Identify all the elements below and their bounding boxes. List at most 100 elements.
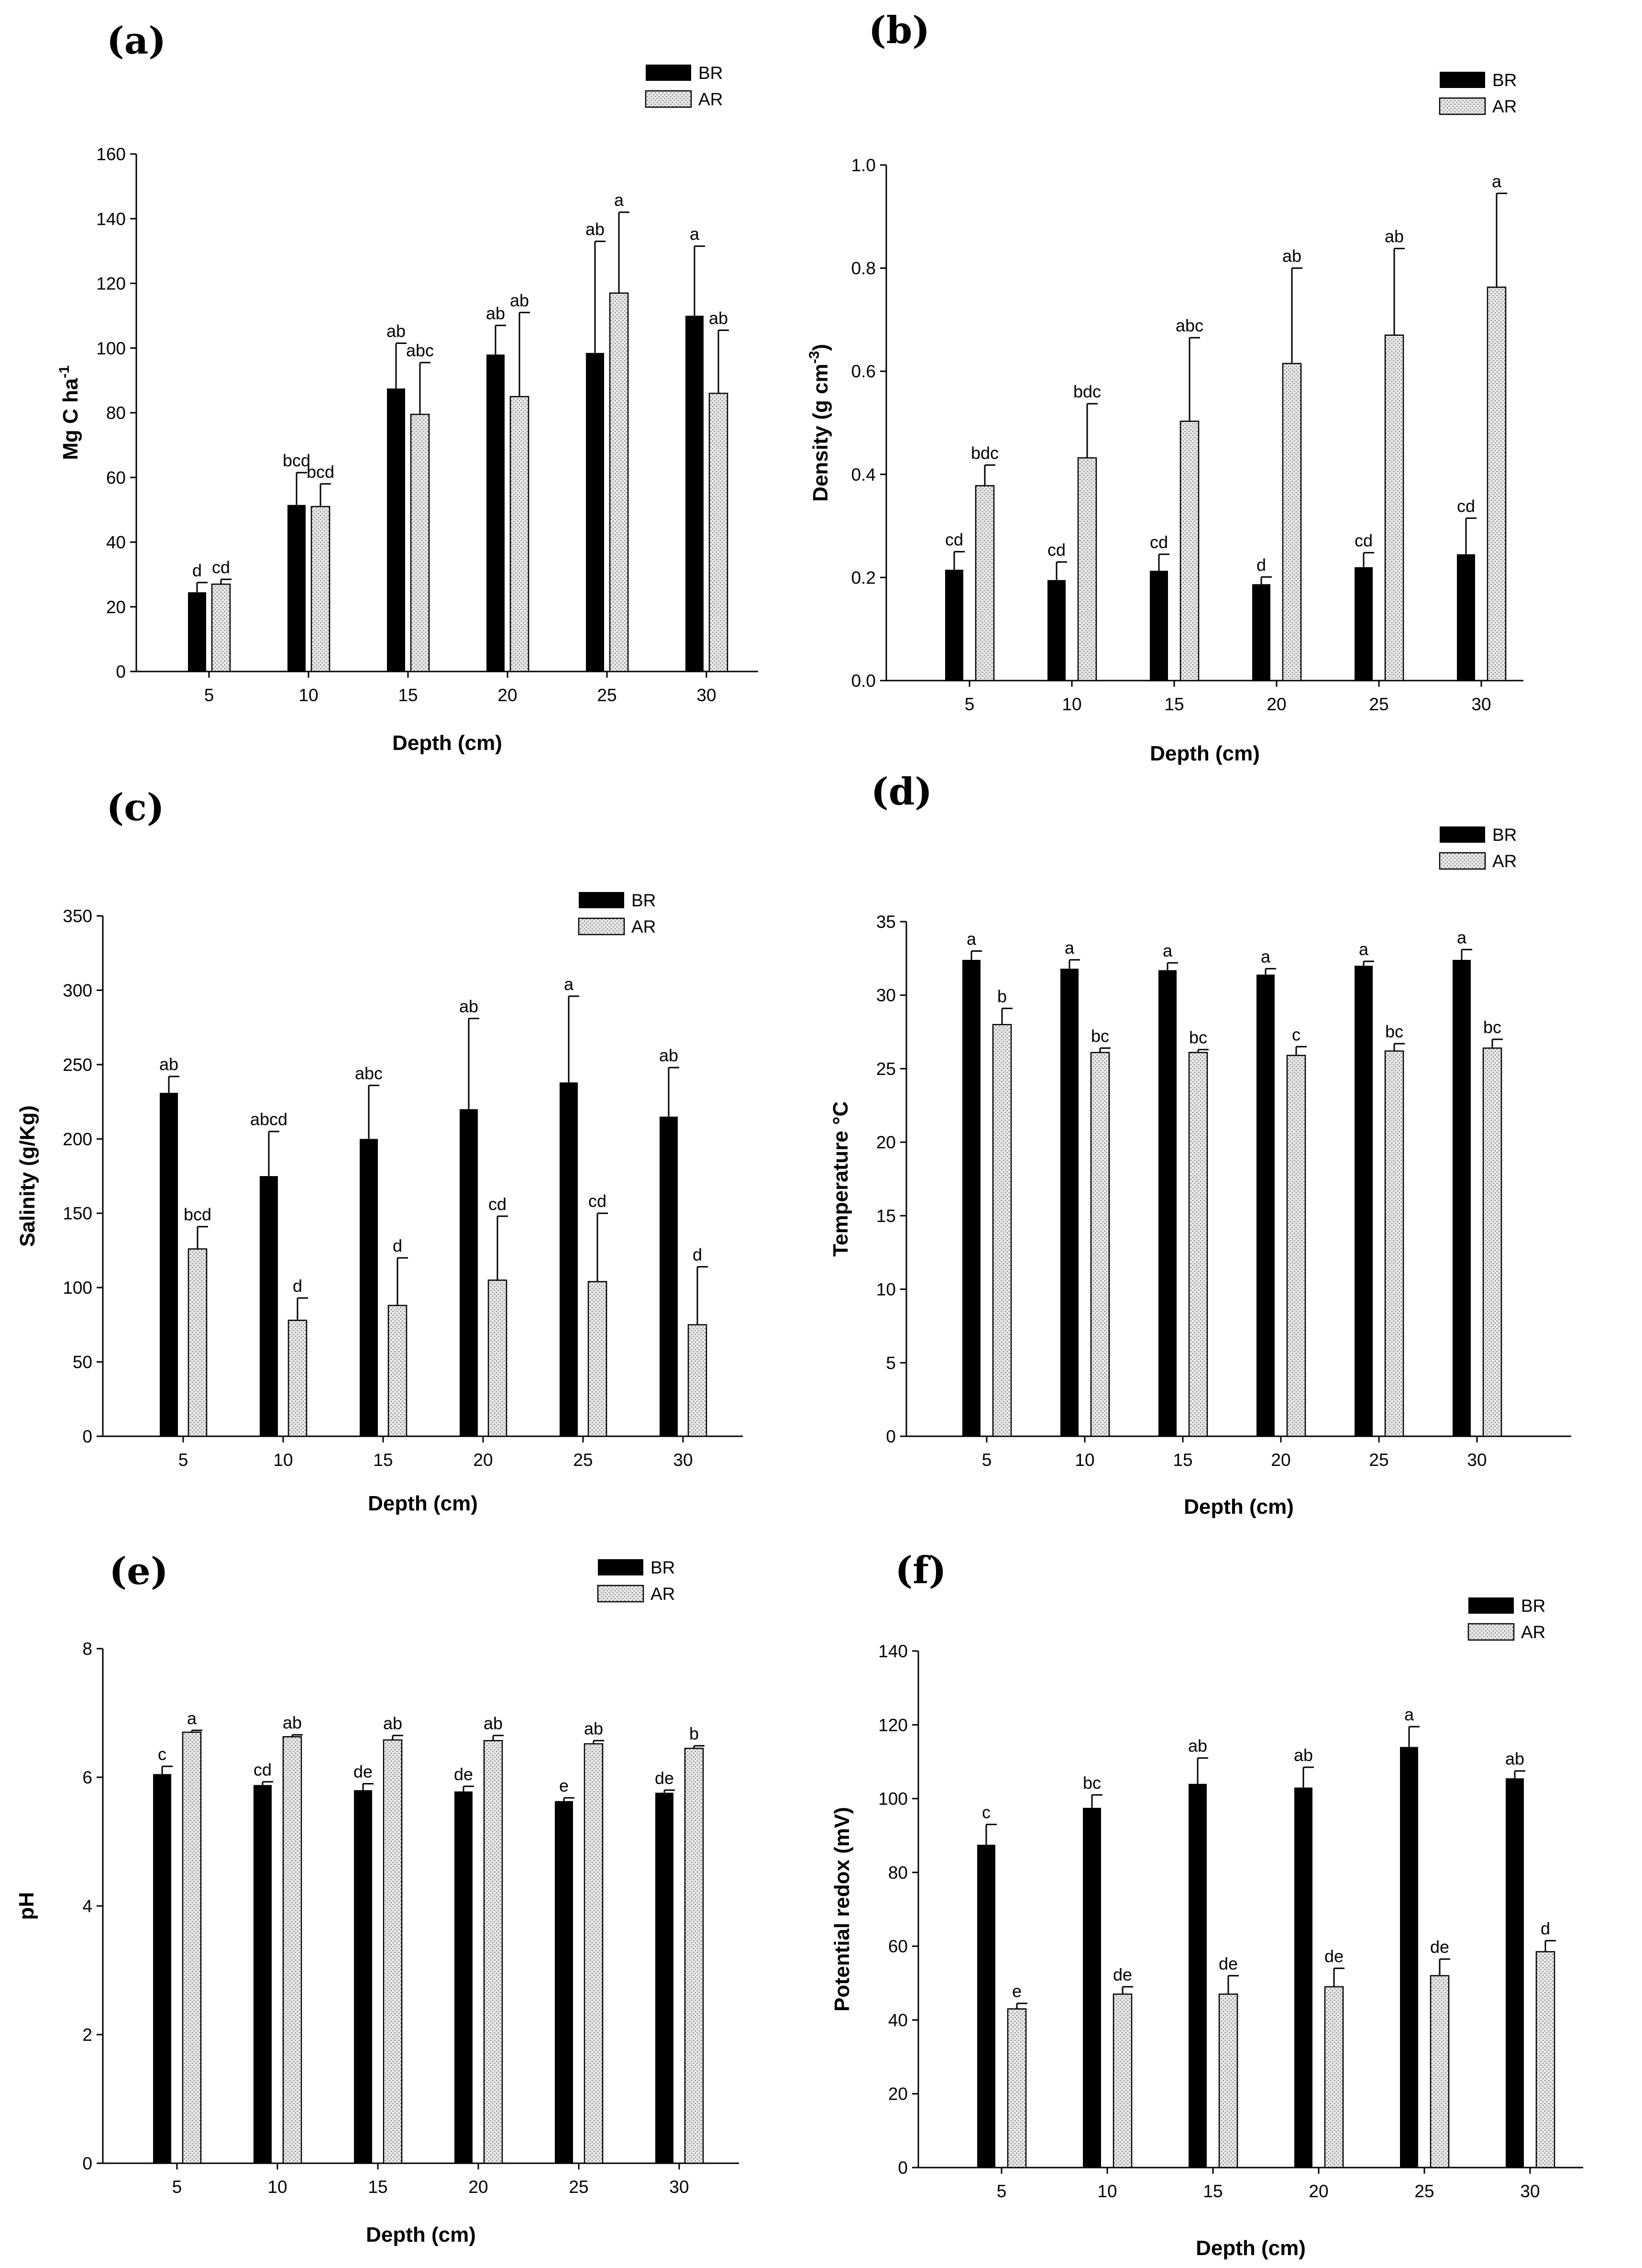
bar-ar — [1487, 286, 1507, 682]
x-tick-label: 10 — [1062, 694, 1081, 714]
x-tick-label: 15 — [1203, 2181, 1223, 2201]
x-tick-label: 20 — [1271, 1450, 1290, 1470]
bar-ar — [1384, 1050, 1404, 1437]
y-tick-label: 120 — [96, 274, 126, 294]
bar-ar — [483, 1740, 503, 2164]
significance-label: bdc — [1073, 382, 1101, 401]
panel-d: (d) 0 5 10 15 20 25 30 35 5 a b 10 a bc 15 a bc 20 a c 25 a bc 3… — [829, 770, 1571, 1519]
x-tick-label: 5 — [178, 1450, 188, 1470]
significance-label: ab — [383, 1714, 402, 1733]
bar-ar — [211, 584, 231, 672]
x-tick-label: 25 — [569, 2177, 588, 2197]
x-axis-title: Depth (cm) — [392, 731, 502, 755]
significance-label: a — [614, 190, 624, 210]
significance-label: ab — [484, 1714, 503, 1733]
significance-label: bc — [1083, 1773, 1101, 1793]
x-axis-title: Depth (cm) — [1150, 742, 1260, 765]
legend-swatch-br — [1440, 826, 1485, 843]
bar-ar — [609, 292, 629, 672]
bar-br — [460, 1109, 478, 1436]
y-tick-label: 0.2 — [851, 568, 876, 587]
bar-ar — [509, 396, 529, 672]
significance-label: de — [1219, 1954, 1238, 1973]
panel-f: (f) 0 20 40 60 80 100 120 140 5 c e 10 bc de 15 ab de 20 ab… — [830, 1549, 1583, 2260]
significance-label: abc — [1176, 316, 1203, 335]
bar-br — [1060, 969, 1079, 1436]
y-axis-title-superscript: -1 — [56, 365, 72, 378]
x-tick-label: 30 — [669, 2177, 689, 2197]
x-tick-label: 25 — [573, 1450, 593, 1470]
bar-br — [287, 505, 306, 672]
significance-label: a — [1404, 1705, 1414, 1724]
bar-ar — [587, 1281, 607, 1437]
bar-br — [188, 592, 206, 672]
y-tick-label: 0 — [82, 2154, 92, 2173]
significance-label: cd — [488, 1194, 507, 1214]
y-tick-label: 150 — [63, 1204, 92, 1223]
panel-label: (d) — [871, 770, 932, 814]
y-tick-label: 0 — [898, 2158, 908, 2178]
x-tick-label: 5 — [997, 2181, 1007, 2201]
x-axis-title: Depth (cm) — [1184, 1495, 1294, 1519]
bar-br — [1189, 1784, 1207, 2168]
significance-label: cd — [945, 530, 963, 550]
x-tick-label: 20 — [1309, 2181, 1328, 2201]
legend-swatch-ar — [645, 90, 692, 108]
x-tick-label: 5 — [965, 694, 975, 714]
legend-swatch-br — [1440, 72, 1485, 88]
y-tick-label: 0.4 — [851, 465, 876, 484]
legend-swatch-ar — [578, 917, 625, 936]
significance-label: abc — [406, 341, 434, 360]
bar-ar — [410, 414, 430, 672]
significance-label: a — [1492, 171, 1502, 191]
significance-label: cd — [1150, 532, 1168, 552]
y-tick-label: 140 — [878, 1641, 908, 1661]
significance-label: d — [1541, 1919, 1550, 1938]
x-tick-label: 30 — [696, 685, 716, 705]
x-tick-label: 15 — [1164, 694, 1184, 714]
significance-label: de — [454, 1764, 473, 1784]
legend-swatch-br — [1468, 1597, 1514, 1614]
significance-label: a — [967, 929, 977, 948]
significance-label: d — [1256, 555, 1266, 574]
x-tick-label: 10 — [1075, 1450, 1094, 1470]
significance-label: ab — [1385, 227, 1404, 246]
bar-ar — [1188, 1052, 1208, 1437]
x-tick-label: 15 — [398, 685, 418, 705]
x-tick-label: 25 — [1414, 2181, 1434, 2201]
x-tick-label: 20 — [473, 1450, 493, 1470]
y-axis-title-main: Potential redox (mV) — [830, 1807, 854, 2012]
y-tick-label: 20 — [888, 2084, 908, 2104]
significance-label: d — [693, 1245, 702, 1265]
bar-ar — [187, 1248, 208, 1437]
bar-br — [454, 1791, 473, 2163]
significance-label: ab — [1188, 1736, 1207, 1756]
bar-br — [1294, 1787, 1312, 2168]
significance-label: e — [559, 1776, 569, 1795]
bar-ar — [487, 1279, 507, 1437]
significance-label: cd — [253, 1760, 272, 1779]
y-tick-label: 10 — [876, 1280, 896, 1299]
legend-label-ar: AR — [1492, 97, 1517, 116]
bar-br — [560, 1082, 578, 1436]
significance-label: abcd — [250, 1110, 287, 1129]
significance-label: ab — [585, 220, 605, 239]
y-tick-label: 1.0 — [851, 155, 876, 175]
y-axis-title-superscript: -3 — [806, 351, 822, 364]
significance-label: de — [655, 1768, 674, 1788]
y-tick-label: 2 — [82, 2025, 92, 2045]
bar-br — [977, 1845, 995, 2168]
significance-label: bcd — [184, 1205, 211, 1224]
y-tick-label: 60 — [888, 1937, 908, 1956]
legend-label-br: BR — [698, 63, 723, 83]
y-tick-label: 0 — [82, 1427, 92, 1446]
legend-swatch-ar — [597, 1585, 644, 1603]
significance-label: a — [1261, 947, 1271, 966]
y-tick-label: 30 — [876, 986, 896, 1005]
bar-ar — [684, 1748, 704, 2164]
significance-label: d — [393, 1236, 402, 1255]
x-tick-label: 25 — [597, 685, 617, 705]
x-tick-label: 10 — [267, 2177, 287, 2197]
x-tick-label: 10 — [273, 1450, 293, 1470]
